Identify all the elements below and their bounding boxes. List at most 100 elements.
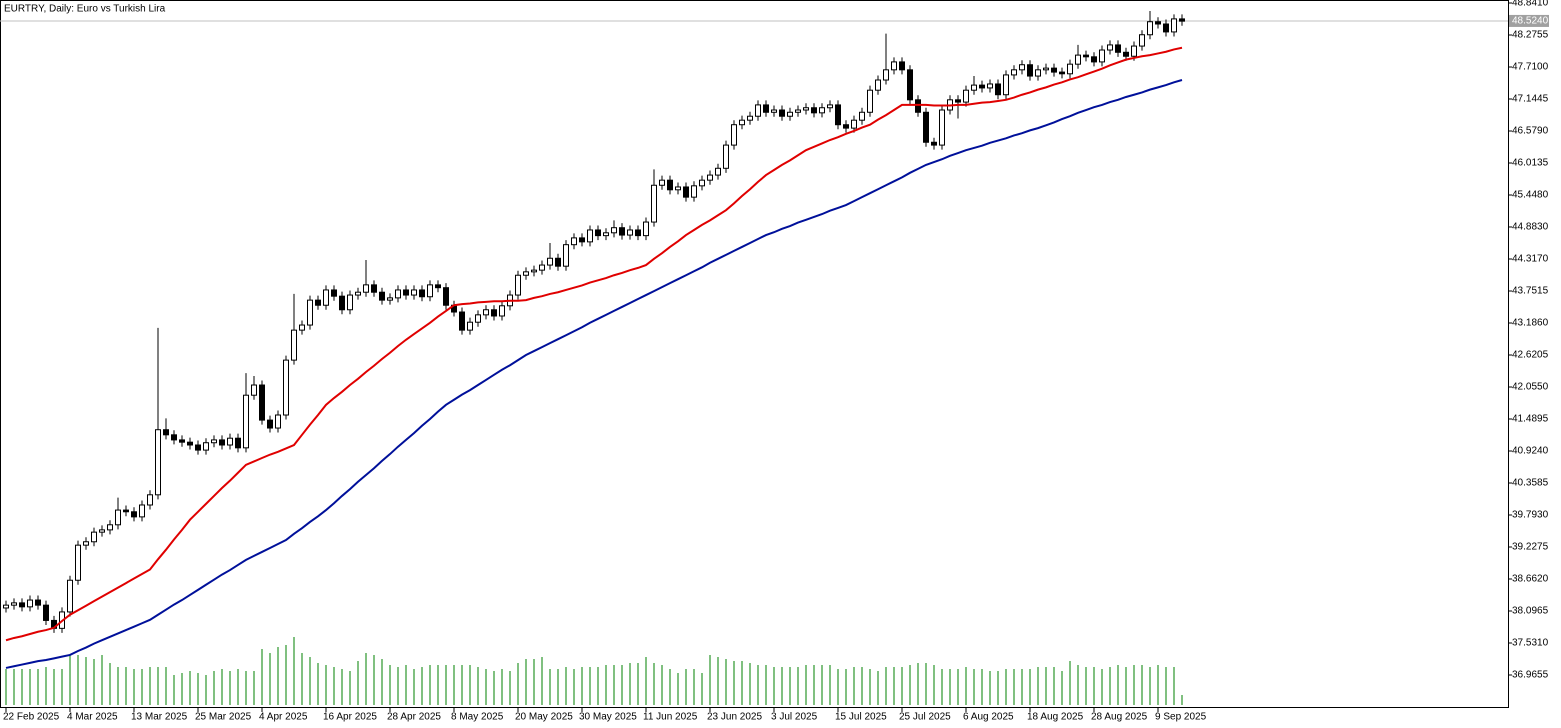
x-tick-label: 6 Aug 2025 (963, 712, 1014, 723)
x-tick-label: 3 Jul 2025 (771, 712, 818, 723)
candle-body (539, 264, 545, 271)
candle-body (955, 99, 961, 103)
candle-body (1019, 64, 1025, 71)
candle-body (115, 509, 121, 526)
candle-body (995, 83, 1001, 96)
candle-body (915, 99, 921, 113)
y-tick-label: 43.7515 (1512, 286, 1549, 297)
candle-body (875, 79, 881, 91)
x-tick-label: 25 Mar 2025 (195, 712, 252, 723)
candle-body (979, 84, 985, 89)
candle-body (171, 434, 177, 441)
x-tick-label: 23 Jun 2025 (707, 712, 762, 723)
x-tick-label: 4 Mar 2025 (67, 712, 118, 723)
candle-body (35, 599, 41, 606)
x-tick-label: 30 May 2025 (579, 712, 637, 723)
x-tick-label: 4 Apr 2025 (259, 712, 308, 723)
candle-body (571, 237, 577, 246)
y-tick-label: 39.2275 (1512, 542, 1549, 553)
x-tick-label: 28 Aug 2025 (1091, 712, 1148, 723)
candle-body (179, 439, 185, 443)
y-tick-label: 46.5790 (1512, 126, 1549, 137)
candle-body (603, 232, 609, 237)
candle-body (611, 227, 617, 234)
candle-body (99, 529, 105, 533)
candle-body (531, 269, 537, 273)
candle-body (987, 83, 993, 89)
candle-body (1043, 67, 1049, 71)
candle-body (627, 229, 633, 236)
candle-body (1003, 74, 1009, 96)
candle-body (939, 109, 945, 146)
x-tick-label: 28 Apr 2025 (387, 712, 441, 723)
candle-body (67, 579, 73, 613)
candle-body (723, 144, 729, 169)
candle-body (1067, 63, 1073, 75)
candle-body (1035, 69, 1041, 77)
candle-body (851, 119, 857, 129)
plot-frame (0, 0, 1509, 708)
candle-body (91, 531, 97, 543)
candle-body (659, 179, 665, 186)
y-tick-label: 48.8410 (1512, 0, 1549, 9)
x-tick-label: 20 May 2025 (515, 712, 573, 723)
x-tick-label: 8 May 2025 (451, 712, 504, 723)
candle-body (3, 604, 9, 609)
candle-body (715, 167, 721, 176)
candle-body (483, 309, 489, 316)
candle-body (435, 284, 441, 289)
candle-body (779, 109, 785, 117)
candle-body (283, 359, 289, 416)
candle-body (123, 509, 129, 513)
candle-body (11, 602, 17, 606)
candle-body (459, 311, 465, 331)
candle-body (827, 104, 833, 109)
candle-body (963, 89, 969, 103)
candle-body (707, 174, 713, 181)
candle-body (427, 284, 433, 298)
y-tick-label: 42.0550 (1512, 382, 1549, 393)
candle-body (1139, 34, 1145, 47)
y-tick-label: 47.1445 (1512, 94, 1549, 105)
y-tick-label: 43.1860 (1512, 318, 1549, 329)
candle-body (619, 227, 625, 236)
candle-body (731, 124, 737, 146)
candle-body (1163, 23, 1169, 33)
candle-body (739, 119, 745, 126)
candle-body (1099, 49, 1105, 63)
candle-body (1059, 71, 1065, 75)
y-tick-label: 45.4480 (1512, 190, 1549, 201)
candle-body (891, 61, 897, 71)
candle-body (387, 297, 393, 301)
candle-body (363, 284, 369, 293)
y-tick-label: 40.3585 (1512, 478, 1549, 489)
candle-body (27, 599, 33, 608)
candle-body (139, 504, 145, 518)
candle-body (691, 185, 697, 198)
candle-body (155, 429, 161, 496)
candle-body (811, 107, 817, 114)
candle-body (275, 414, 281, 429)
y-tick-label: 40.9240 (1512, 446, 1549, 457)
candle-body (491, 309, 497, 317)
candle-body (291, 329, 297, 361)
candle-body (787, 111, 793, 117)
candle-body (771, 109, 777, 113)
last-price-label: 48.5240 (1512, 16, 1549, 27)
candle-body (1171, 18, 1177, 33)
candle-body (315, 299, 321, 306)
candle-body (267, 419, 273, 429)
candle-body (971, 84, 977, 91)
candle-body (1011, 69, 1017, 76)
candle-body (675, 186, 681, 191)
candle-body (523, 271, 529, 276)
x-tick-label: 22 Feb 2025 (3, 712, 60, 723)
y-tick-label: 39.7930 (1512, 510, 1549, 521)
candle-body (475, 314, 481, 323)
candle-body (131, 511, 137, 518)
candle-body (219, 439, 225, 446)
candle-body (499, 305, 505, 317)
candle-body (243, 394, 249, 449)
x-tick-label: 11 Jun 2025 (643, 712, 698, 723)
